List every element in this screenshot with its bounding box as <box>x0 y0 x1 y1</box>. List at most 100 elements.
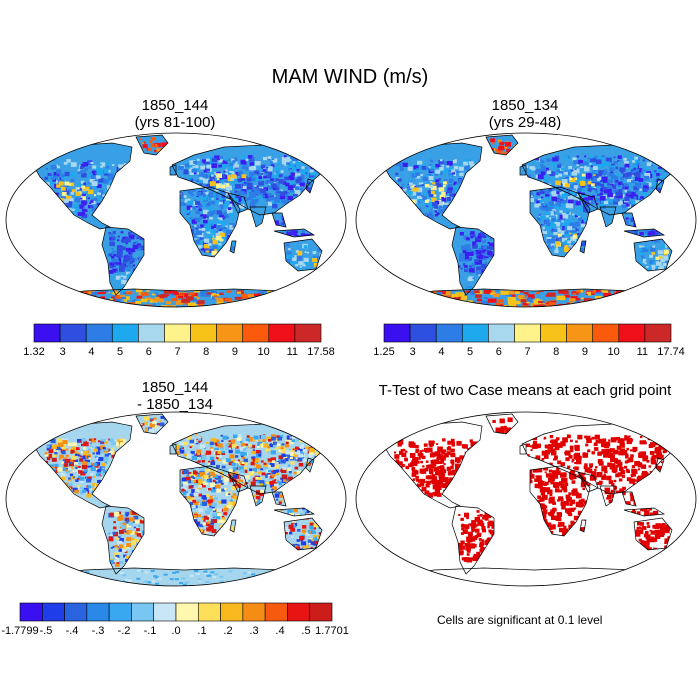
colorbar-top-right: 1.25 3 4 5 6 7 8 9 10 11 17.74 <box>373 323 685 358</box>
colorbar-tick-label: 9 <box>232 346 238 358</box>
colorbar-box <box>383 323 411 343</box>
colorbar-tick-label: 6 <box>496 346 502 358</box>
panel-title-top-right: 1850_134 (yrs 29-48) <box>425 97 625 131</box>
colorbar-box <box>435 323 463 343</box>
colorbar-box <box>216 323 244 343</box>
figure-title: MAM WIND (m/s) <box>271 66 429 88</box>
colorbar-box <box>164 323 191 343</box>
colorbar-tick-label: -.4 <box>66 625 79 637</box>
map-border <box>355 132 697 308</box>
colorbar-tick-label: -1.7799 <box>1 625 38 637</box>
map-border <box>5 411 347 587</box>
colorbar-tick-label: 5 <box>117 346 123 358</box>
colorbar-tick-label: 3 <box>410 346 416 358</box>
colorbar-tick-label: -.5 <box>40 625 53 637</box>
colorbar-box <box>175 602 199 622</box>
colorbar-box <box>64 602 88 622</box>
map-top-right <box>355 132 697 308</box>
colorbar-box <box>41 602 65 622</box>
ocean-background <box>356 133 696 307</box>
map-top-left <box>5 132 347 308</box>
colorbar-box <box>618 323 646 343</box>
colorbar-tick-label: 17.58 <box>307 346 335 358</box>
colorbar-tick-label: 8 <box>553 346 559 358</box>
colorbar-box <box>131 602 155 622</box>
colorbar-box <box>138 323 165 343</box>
panel-title-top-right-line2: (yrs 29-48) <box>488 114 562 131</box>
ocean-background <box>6 133 346 307</box>
colorbar-box <box>33 323 61 343</box>
colorbar-box <box>111 323 139 343</box>
colorbar-tick-label: -.2 <box>118 625 131 637</box>
colorbar-box <box>242 602 266 622</box>
colorbar-tick-label: 6 <box>146 346 152 358</box>
colorbar-tick-label: 11 <box>287 346 298 358</box>
colorbar-tick-label: 8 <box>203 346 209 358</box>
map-border <box>5 132 347 308</box>
colorbar-box <box>86 602 110 622</box>
colorbar-tick-label: 17.74 <box>657 346 685 358</box>
colorbar-tick-label: .0 <box>171 625 180 637</box>
colorbar-tick-label: .5 <box>301 625 310 637</box>
colorbar-box <box>287 602 311 622</box>
colorbar-tick-label: -.3 <box>92 625 105 637</box>
colorbar-tick-label: .4 <box>275 625 284 637</box>
colorbar-tick-label: 4 <box>438 346 444 358</box>
colorbar-box <box>488 323 515 343</box>
colorbar-top-left: 1.32 3 4 5 6 7 8 9 10 11 17.58 <box>23 323 335 358</box>
colorbar-box <box>294 323 322 343</box>
colorbar-tick-label: 7 <box>174 346 180 358</box>
colorbar-box <box>108 602 132 622</box>
coastlines <box>31 134 339 307</box>
colorbar-box <box>190 323 217 343</box>
colorbar-tick-label: .2 <box>223 625 232 637</box>
colorbar-box <box>153 602 177 622</box>
panel-title-bottom-left-line1: 1850_144 <box>141 379 209 396</box>
map-bottom-right <box>355 411 697 587</box>
colorbar-tick-label: 10 <box>257 346 269 358</box>
colorbar-tick-label: .1 <box>197 625 206 637</box>
colorbar-box <box>461 323 489 343</box>
colorbar-tick-label: 4 <box>88 346 94 358</box>
colorbar-tick-label: -.1 <box>144 625 157 637</box>
coastlines <box>381 413 689 586</box>
panel-title-top-left-line2: (yrs 81-100) <box>134 114 216 131</box>
colorbar-tick-label: 1.32 <box>23 346 44 358</box>
panel-title-bottom-left-line2: - 1850_134 <box>137 396 213 413</box>
colorbar-tick-label: 10 <box>607 346 619 358</box>
panel-title-bottom-left: 1850_144 - 1850_134 <box>75 379 275 413</box>
colorbar-box <box>242 323 270 343</box>
colorbar-box <box>566 323 594 343</box>
significance-note: Cells are significant at 0.1 level <box>437 613 603 627</box>
colorbar-box <box>220 602 244 622</box>
colorbar-box <box>59 323 87 343</box>
ocean-background <box>6 412 346 586</box>
colorbar-tick-label: 5 <box>467 346 473 358</box>
map-bottom-left <box>5 411 347 587</box>
panel-title-bottom-right: T-Test of two Case means at each grid po… <box>350 382 700 399</box>
colorbar-box <box>268 323 296 343</box>
colorbar-tick-label: 7 <box>524 346 530 358</box>
colorbar-box <box>644 323 672 343</box>
colorbar-bottom-left: -1.7799 -.5 -.4 -.3 -.2 -.1 .0 .1 .2 .3 .4 .5 1.7701 <box>1 602 349 637</box>
colorbar-box <box>514 323 541 343</box>
panel-title-top-left: 1850_144 (yrs 81-100) <box>75 97 275 131</box>
colorbar-box <box>19 602 43 622</box>
colorbar-tick-label: 1.25 <box>373 346 394 358</box>
panel-title-top-left-line1: 1850_144 <box>141 97 209 114</box>
colorbar-box <box>197 602 221 622</box>
panel-title-top-right-line1: 1850_134 <box>491 97 559 114</box>
map-border <box>355 411 697 587</box>
colorbar-box <box>409 323 437 343</box>
colorbar-box <box>309 602 333 622</box>
panel-title-bottom-right-line1: T-Test of two Case means at each grid po… <box>378 382 672 399</box>
colorbar-box <box>85 323 113 343</box>
colorbar-box <box>592 323 620 343</box>
colorbar-tick-label: 11 <box>637 346 648 358</box>
colorbar-tick-label: 1.7701 <box>315 625 349 637</box>
colorbar-tick-label: 9 <box>582 346 588 358</box>
coastlines <box>31 413 339 586</box>
colorbar-tick-label: .3 <box>249 625 258 637</box>
colorbar-tick-label: 3 <box>60 346 66 358</box>
